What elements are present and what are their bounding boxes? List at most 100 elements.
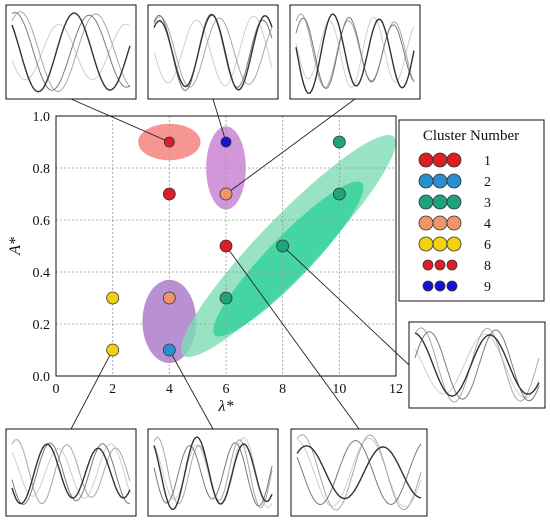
legend-label: 2: [484, 175, 491, 190]
legend-frame: [398, 119, 545, 302]
legend-marker: [432, 173, 448, 189]
point-cluster-8: [163, 136, 175, 148]
y-tick-label: 0.4: [33, 266, 51, 281]
inset-curve: [153, 436, 273, 511]
x-tick-label: 4: [166, 382, 173, 397]
point-cluster-6: [106, 343, 120, 357]
legend-marker: [422, 259, 434, 271]
point-cluster-1: [162, 187, 176, 201]
inset-panels: [5, 4, 546, 517]
point-cluster-3: [219, 291, 233, 305]
inset-top-middle: [147, 4, 279, 100]
inset-top-right: [289, 4, 421, 100]
inset-curve: [296, 434, 422, 511]
inset-bottom-left: [5, 428, 137, 517]
point-cluster-4: [162, 291, 176, 305]
inset-frame: [408, 321, 546, 409]
x-tick-label: 0: [53, 382, 60, 397]
inset-curve: [295, 13, 415, 89]
x-tick-label: 12: [389, 382, 403, 397]
y-tick-label: 0.8: [33, 162, 51, 177]
point-cluster-2: [162, 343, 176, 357]
y-tick-labels: 0.0 0.2 0.4 0.6 0.8 1.0: [33, 110, 51, 385]
point-cluster-6: [106, 291, 120, 305]
leader-line-right: [282, 245, 410, 366]
point-cluster-9: [220, 136, 232, 148]
inset-curve: [296, 445, 422, 500]
legend-marker: [432, 236, 448, 252]
point-cluster-3: [332, 135, 346, 149]
inset-curve: [11, 442, 130, 506]
inset-curve: [153, 15, 273, 87]
point-cluster-4: [219, 187, 233, 201]
legend-marker: [446, 280, 458, 292]
legend-entries: 1 2 3 4 6 8 9: [418, 152, 491, 295]
leader-line-bottom-middle: [168, 349, 214, 430]
inset-right: [408, 321, 546, 409]
legend-marker: [418, 194, 434, 210]
x-tick-labels: 0 2 4 6 8 10 12: [53, 382, 404, 397]
inset-curve: [153, 442, 273, 507]
point-cluster-1: [219, 239, 233, 253]
legend-entry-2: 2: [418, 173, 491, 190]
legend-entry-6: 6: [418, 236, 491, 253]
legend-marker: [434, 259, 446, 271]
inset-curve: [153, 437, 273, 509]
y-tick-label: 0.0: [33, 370, 51, 385]
inset-bottom-right: [290, 428, 428, 517]
legend-marker: [418, 173, 434, 189]
legend-marker: [418, 215, 434, 231]
y-tick-label: 0.6: [33, 214, 51, 229]
leader-line-bottom-left: [70, 349, 114, 430]
legend-marker: [418, 236, 434, 252]
leader-line-top-right: [225, 98, 356, 195]
y-axis-label: A*: [7, 237, 24, 256]
inset-curve: [11, 23, 131, 81]
legend-label: 6: [484, 238, 491, 253]
legend-entry-9: 9: [422, 280, 491, 295]
legend-entry-8: 8: [422, 259, 491, 274]
inset-curve: [11, 11, 131, 93]
point-cluster-3: [276, 239, 290, 253]
point-cluster-3: [332, 187, 346, 201]
legend-entry-3: 3: [418, 194, 491, 211]
x-tick-label: 2: [109, 382, 116, 397]
legend-marker: [422, 280, 434, 292]
legend-label: 3: [484, 196, 491, 211]
inset-curve: [11, 12, 131, 93]
inset-curve: [414, 327, 540, 403]
legend-marker: [446, 152, 462, 168]
x-tick-label: 10: [332, 382, 346, 397]
legend-marker: [434, 280, 446, 292]
legend-label: 4: [484, 217, 491, 232]
x-tick-label: 8: [279, 382, 286, 397]
inset-curve: [296, 437, 422, 508]
legend-entry-4: 4: [418, 215, 491, 232]
inset-curve: [11, 443, 131, 505]
inset-top-left: [5, 4, 137, 100]
legend-entry-1: 1: [418, 152, 491, 169]
legend-label: 9: [484, 280, 491, 295]
legend-title: Cluster Number: [423, 128, 519, 144]
legend-label: 1: [484, 154, 491, 169]
leader-line-bottom-right: [225, 245, 360, 430]
inset-bottom-middle: [147, 428, 279, 517]
data-points: [106, 135, 346, 357]
inset-curve: [153, 14, 273, 91]
cluster-regions: [138, 123, 396, 363]
y-tick-label: 0.2: [33, 318, 51, 333]
legend-label: 8: [484, 259, 491, 274]
legend-marker: [432, 152, 448, 168]
inset-curve: [414, 332, 540, 397]
inset-curve: [295, 13, 415, 95]
legend-marker: [432, 215, 448, 231]
legend: Cluster Number 1 2 3 4 6 8 9: [398, 119, 545, 302]
x-axis-label: λ*: [218, 398, 234, 415]
legend-marker: [432, 194, 448, 210]
legend-marker: [446, 215, 462, 231]
inset-curve: [296, 440, 422, 506]
inset-curve: [295, 16, 415, 90]
inset-curve: [414, 333, 540, 399]
legend-marker: [446, 236, 462, 252]
